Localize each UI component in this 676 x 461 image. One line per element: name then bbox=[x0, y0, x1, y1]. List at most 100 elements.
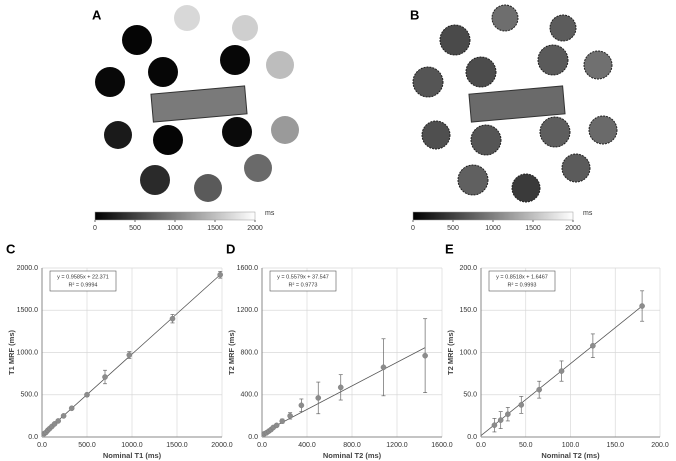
y-tick-label: 0.0 bbox=[248, 434, 258, 441]
equation-box bbox=[269, 270, 337, 292]
data-point bbox=[84, 391, 90, 398]
phantom-vial bbox=[95, 67, 125, 97]
x-tick-label: 2000.0 bbox=[211, 442, 233, 449]
colorbar-tick-label: 2000 bbox=[565, 225, 581, 232]
phantom-vial bbox=[537, 44, 569, 76]
data-point bbox=[169, 315, 176, 322]
y-tick-label: 100.0 bbox=[459, 349, 477, 356]
panel-label: C bbox=[6, 241, 16, 256]
y-tick-label: 1200.0 bbox=[237, 307, 259, 314]
equation: y = 0.8518x + 1.6467 bbox=[496, 274, 548, 280]
colorbar-tick-label: 1500 bbox=[525, 225, 541, 232]
colorbar-tick-label: 1000 bbox=[485, 225, 501, 232]
equation: y = 0.9585x + 22.371 bbox=[57, 274, 109, 280]
data-point bbox=[279, 418, 286, 424]
data-point bbox=[422, 352, 428, 359]
phantom-vial bbox=[549, 14, 577, 42]
phantom-vial bbox=[583, 50, 613, 80]
x-tick-label: 0.0 bbox=[37, 442, 47, 449]
phantom-bar bbox=[150, 85, 248, 123]
phantom-vial bbox=[465, 56, 497, 88]
data-point bbox=[298, 402, 305, 409]
phantom-vial bbox=[194, 174, 222, 202]
phantom-bar bbox=[468, 85, 566, 123]
data-point bbox=[491, 422, 498, 428]
phantom-vial bbox=[220, 45, 250, 75]
y-axis-label: T1 MRF (ms) bbox=[7, 329, 16, 375]
y-tick-label: 800.0 bbox=[240, 349, 258, 356]
data-point bbox=[60, 413, 67, 419]
x-tick-label: 500.0 bbox=[78, 442, 96, 449]
r-squared: R² = 0.9993 bbox=[508, 282, 537, 288]
colorbar-tick-label: 0 bbox=[411, 225, 415, 232]
data-point bbox=[102, 374, 108, 380]
x-tick-label: 1200.0 bbox=[386, 442, 408, 449]
data-point bbox=[639, 303, 645, 309]
x-tick-label: 400.0 bbox=[298, 442, 316, 449]
phantom-vial bbox=[153, 125, 183, 155]
y-tick-label: 50.0 bbox=[463, 392, 477, 399]
r-squared: R² = 0.9994 bbox=[69, 282, 98, 288]
colorbar bbox=[94, 211, 256, 221]
phantom-vial bbox=[539, 116, 571, 148]
data-point bbox=[497, 417, 504, 423]
phantom-vial bbox=[271, 116, 299, 144]
phantom-vial bbox=[244, 154, 272, 182]
data-point bbox=[505, 411, 511, 417]
mri-image bbox=[412, 4, 618, 203]
mri-image bbox=[95, 5, 299, 202]
colorbar-unit: ms bbox=[583, 210, 593, 217]
x-tick-label: 1000.0 bbox=[121, 442, 143, 449]
x-axis-label: Nominal T1 (ms) bbox=[103, 451, 162, 460]
x-tick-label: 800.0 bbox=[343, 442, 361, 449]
y-tick-label: 1600.0 bbox=[237, 265, 259, 272]
data-point bbox=[590, 342, 596, 349]
panel-label: E bbox=[445, 241, 454, 256]
phantom-vial bbox=[104, 121, 132, 149]
equation-box bbox=[49, 270, 117, 292]
data-point bbox=[273, 422, 280, 429]
phantom-vial bbox=[561, 153, 591, 183]
y-tick-label: 1500.0 bbox=[17, 307, 39, 314]
phantom-vial bbox=[588, 115, 618, 145]
x-tick-label: 0.0 bbox=[257, 442, 267, 449]
data-point bbox=[315, 395, 322, 401]
panel-label: A bbox=[92, 7, 102, 22]
data-point bbox=[558, 368, 565, 374]
data-point bbox=[337, 384, 344, 391]
y-tick-label: 200.0 bbox=[459, 265, 477, 272]
data-point bbox=[380, 364, 387, 371]
phantom-vial bbox=[439, 24, 471, 56]
colorbar-tick-label: 2000 bbox=[247, 225, 263, 232]
x-tick-label: 1600.0 bbox=[431, 442, 453, 449]
data-point bbox=[536, 386, 542, 393]
colorbar bbox=[412, 211, 574, 221]
phantom-vial bbox=[232, 15, 258, 41]
y-tick-label: 0.0 bbox=[28, 434, 38, 441]
x-tick-label: 1500.0 bbox=[166, 442, 188, 449]
y-tick-label: 1000.0 bbox=[17, 349, 39, 356]
trend-line bbox=[261, 347, 426, 434]
data-point bbox=[55, 418, 62, 424]
phantom-vial bbox=[491, 4, 519, 32]
phantom-vial bbox=[412, 66, 444, 98]
colorbar-tick-label: 500 bbox=[129, 225, 141, 232]
data-point bbox=[217, 271, 223, 278]
colorbar-tick-label: 1000 bbox=[167, 225, 183, 232]
phantom-vial bbox=[421, 120, 451, 150]
data-point bbox=[51, 421, 58, 427]
y-tick-label: 400.0 bbox=[240, 392, 258, 399]
phantom-vial bbox=[470, 124, 502, 156]
colorbar-tick-label: 1500 bbox=[207, 225, 223, 232]
x-tick-label: 0.0 bbox=[476, 442, 486, 449]
phantom-vial bbox=[122, 25, 152, 55]
phantom-vial bbox=[511, 173, 541, 203]
panel-label: D bbox=[226, 241, 235, 256]
phantom-vial bbox=[174, 5, 200, 31]
x-tick-label: 150.0 bbox=[606, 442, 624, 449]
phantom-vial bbox=[266, 51, 294, 79]
y-tick-label: 2000.0 bbox=[17, 265, 39, 272]
y-tick-label: 150.0 bbox=[459, 307, 477, 314]
